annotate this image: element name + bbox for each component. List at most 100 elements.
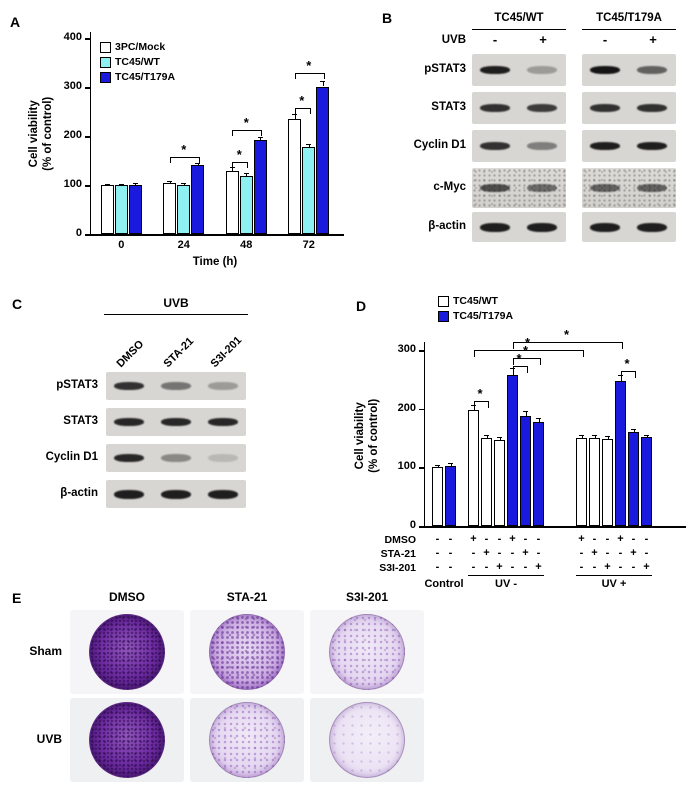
blot-band <box>480 142 510 150</box>
blot-band <box>480 222 510 232</box>
treatment-sign: - <box>579 547 584 559</box>
blot-band <box>637 184 667 192</box>
treatment-sign: - <box>592 561 597 573</box>
bar <box>520 415 531 526</box>
legend-swatch <box>100 72 111 83</box>
treatment-sign: - <box>448 533 453 545</box>
error-bar <box>308 143 310 148</box>
y-axis-title: Cell viability (% of control) <box>28 96 54 171</box>
x-tick-label: 24 <box>177 239 190 251</box>
panel-e-dishes: DMSO STA-21 S3I-201 Sham UVB <box>6 588 436 786</box>
blot-band <box>208 454 238 462</box>
sig-bracket <box>294 107 311 114</box>
bar <box>191 165 205 234</box>
blot-band <box>114 418 144 426</box>
sig-bracket <box>169 156 200 163</box>
treatment-sign: - <box>644 547 649 559</box>
treatment-sign: - <box>592 533 597 545</box>
blot-band <box>114 489 144 499</box>
panel-a-chart: 0 100 200 300 400 Cell viability (% of contro… <box>24 20 360 286</box>
dish-column-header: DMSO <box>109 590 145 604</box>
blot-band <box>527 184 557 192</box>
treatment-sign: - <box>448 547 453 559</box>
error-cap <box>243 173 249 175</box>
blot-row-label: β-actin <box>60 487 98 499</box>
bar <box>468 409 479 526</box>
sig-bracket <box>512 366 528 374</box>
blot-row-label: β-actin <box>428 220 466 232</box>
treatment-sign: - <box>484 533 489 545</box>
error-cap <box>104 183 110 185</box>
error-cap <box>484 435 489 437</box>
bar <box>507 375 518 526</box>
panel-e-label: E <box>12 590 22 606</box>
lane-label: STA-21 <box>161 335 197 370</box>
uvb-sign: + <box>649 32 657 47</box>
error-cap <box>167 180 173 182</box>
y-tick <box>85 38 90 40</box>
blot-band <box>480 104 510 112</box>
dish-column-header: S3I-201 <box>345 590 389 604</box>
uvb-sign: - <box>602 32 608 47</box>
group-label: UV - <box>495 578 517 590</box>
error-bar <box>450 463 452 467</box>
error-bar <box>525 411 527 416</box>
blot-row-label: STAT3 <box>431 101 466 113</box>
panel-a-label: A <box>10 14 21 30</box>
uvb-header: UVB <box>163 296 189 310</box>
error-bar <box>633 428 635 433</box>
bar <box>239 176 253 234</box>
panel-c-blots: UVB DMSO STA-21 S3I-201 pSTAT3 STAT3 Cyclin D1… <box>6 294 256 516</box>
blot-band <box>208 489 238 499</box>
blot-band <box>637 142 667 150</box>
legend-label: TC45/WT <box>115 56 160 68</box>
bar <box>494 440 505 526</box>
treatment-sign: - <box>523 533 528 545</box>
y-tick-label: 300 <box>397 343 416 355</box>
sig-bracket <box>473 350 584 357</box>
error-bar <box>499 437 501 441</box>
treatment-sign: + <box>578 533 585 545</box>
treatment-sign: - <box>536 547 541 559</box>
blot-band <box>527 222 557 232</box>
error-cap <box>644 434 649 436</box>
treatment-sign: + <box>591 547 598 559</box>
culture-dish <box>89 702 165 778</box>
y-tick <box>419 526 424 528</box>
blot-band <box>590 222 620 232</box>
group-label: Control <box>424 578 464 590</box>
y-tick-label: 400 <box>63 31 82 43</box>
header-line <box>582 29 676 31</box>
error-cap <box>257 136 263 138</box>
treatment-sign: - <box>510 561 515 573</box>
blot-band <box>161 454 191 462</box>
treatment-sign: - <box>435 547 440 559</box>
uvb-line <box>104 314 248 316</box>
blot-group-header: TC45/T179A <box>596 12 662 24</box>
dish-cell <box>310 698 424 782</box>
blot-box <box>582 92 676 124</box>
y-tick-label: 0 <box>75 227 82 239</box>
y-tick-label: 300 <box>63 80 82 92</box>
treatment-sign: - <box>536 533 541 545</box>
uvb-sign: - <box>492 32 498 47</box>
treatment-sign: + <box>604 561 611 573</box>
sig-star: * <box>477 385 483 401</box>
error-bar <box>607 436 609 440</box>
blot-box <box>582 212 676 242</box>
blot-box <box>582 168 676 208</box>
blot-box <box>106 372 246 400</box>
blot-band <box>637 66 667 74</box>
error-cap <box>292 114 298 115</box>
error-bar <box>437 465 439 468</box>
error-cap <box>497 437 502 439</box>
blot-band <box>114 382 144 390</box>
treatment-sign: + <box>496 561 503 573</box>
error-bar <box>594 434 596 438</box>
bar <box>445 466 456 526</box>
legend-swatch <box>438 311 449 322</box>
blot-box <box>582 54 676 86</box>
y-tick <box>419 350 424 352</box>
culture-dish <box>209 702 285 778</box>
